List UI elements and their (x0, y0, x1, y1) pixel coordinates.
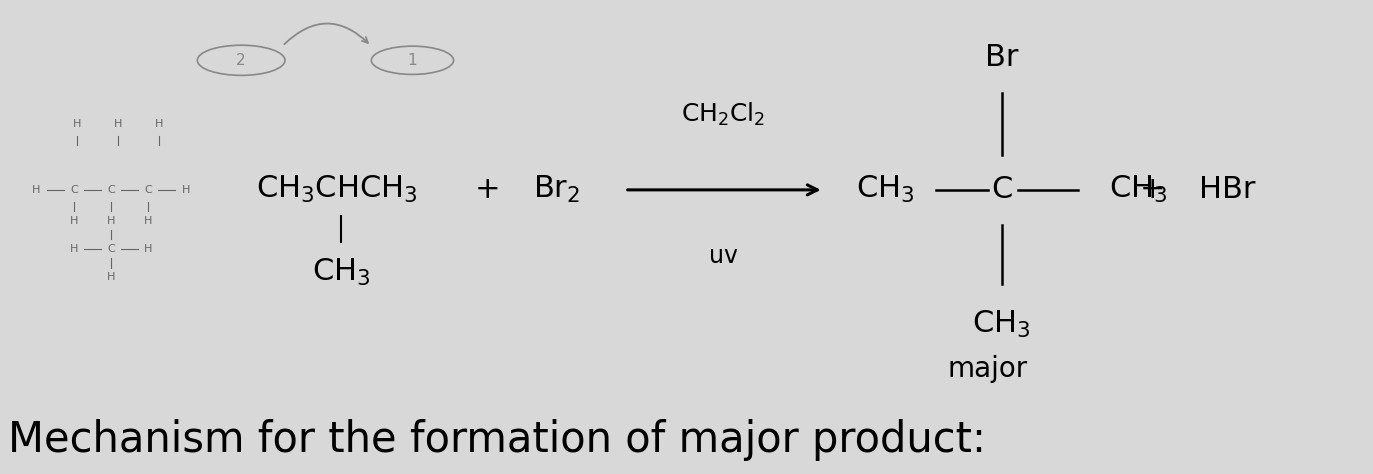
Text: uv: uv (708, 244, 739, 268)
Text: H: H (183, 185, 191, 195)
Text: H: H (144, 216, 152, 226)
Text: C: C (70, 185, 78, 195)
Text: CH$_3$: CH$_3$ (312, 257, 371, 288)
Text: CH$_3$: CH$_3$ (855, 174, 914, 205)
Text: 1: 1 (408, 53, 417, 68)
Text: major: major (947, 355, 1028, 383)
Text: Mechanism for the formation of major product:: Mechanism for the formation of major pro… (8, 419, 986, 461)
Text: H: H (114, 119, 122, 129)
Text: C: C (107, 185, 115, 195)
Text: C: C (107, 244, 115, 254)
Text: H: H (73, 119, 81, 129)
Text: HBr: HBr (1200, 175, 1256, 204)
Text: CH$_3$: CH$_3$ (1109, 174, 1168, 205)
Text: H: H (32, 185, 40, 195)
Text: 2: 2 (236, 53, 246, 68)
Text: H: H (70, 216, 78, 226)
Text: Br: Br (984, 44, 1019, 73)
Text: H: H (144, 244, 152, 254)
Text: +: + (475, 175, 501, 204)
Text: H: H (155, 119, 163, 129)
Text: CH$_3$: CH$_3$ (972, 309, 1031, 340)
Text: H: H (107, 272, 115, 282)
Text: CH$_2$Cl$_2$: CH$_2$Cl$_2$ (681, 101, 766, 128)
Text: +: + (1140, 175, 1166, 204)
Text: H: H (70, 244, 78, 254)
Text: H: H (107, 216, 115, 226)
Text: C: C (991, 175, 1012, 204)
Text: C: C (144, 185, 152, 195)
Text: CH$_3$CHCH$_3$: CH$_3$CHCH$_3$ (257, 174, 417, 205)
Text: Br$_2$: Br$_2$ (533, 174, 579, 205)
